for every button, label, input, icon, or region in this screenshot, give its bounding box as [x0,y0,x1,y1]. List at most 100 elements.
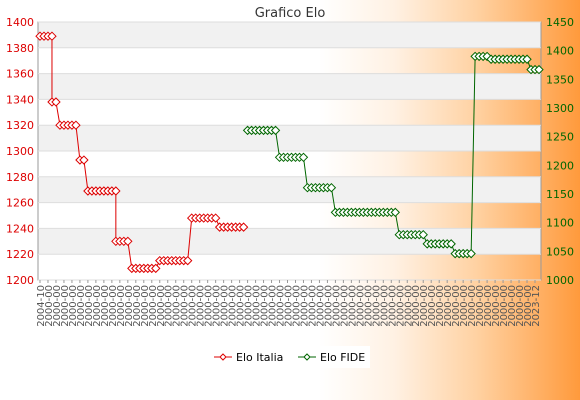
series-layer [35,31,544,274]
x-tick-label: 2000-00 [515,285,526,327]
y-right-tick-label: 1200 [546,159,574,172]
data-point [71,120,81,130]
x-tick-label: 2000-00 [188,285,199,327]
y-right-tick-label: 1400 [546,45,574,58]
x-tick-label: 2000-00 [252,285,263,327]
x-tick-label: 2000-00 [467,285,478,327]
x-tick-label: 2000-00 [315,285,326,327]
x-tick-label: 2000-00 [451,285,462,327]
data-point [298,152,309,163]
x-tick-label: 2000-00 [76,285,87,327]
legend-italia-label[interactable]: Elo Italia [236,351,283,364]
x-tick-label: 2000-00 [379,285,390,327]
data-point [534,64,544,75]
y-axis-left: 1200 1220 1240 1260 1280 1300 1320 1340 1360 1380… [6,16,34,287]
x-tick-label: 2000-00 [491,285,502,327]
x-tick-label: 2000-00 [371,285,382,327]
data-point [111,186,121,196]
y-left-tick-label: 1220 [6,248,34,261]
data-point [418,229,428,240]
x-tick-label: 2000-00 [483,285,494,327]
x-axis: 2004-102000-002000-002000-002000-002000-… [36,280,542,327]
x-tick-label: 2000-00 [276,285,287,327]
y-right-tick-label: 1350 [546,73,574,86]
x-tick-label: 2000-00 [403,285,414,327]
x-tick-label: 2000-00 [116,285,127,327]
x-tick-label: 2000-00 [68,285,79,327]
data-point [210,213,221,223]
grid-band [38,73,541,100]
x-tick-label: 2000-00 [60,285,71,327]
y-right-tick-label: 1250 [546,131,574,144]
y-left-tick-label: 1320 [6,119,34,132]
x-tick-label: 2000-00 [475,285,486,327]
data-point [326,182,337,193]
x-tick-label: 2000-00 [355,285,366,327]
x-tick-label: 2000-00 [523,285,534,327]
x-tick-label: 2000-00 [387,285,398,327]
x-tick-label: 2000-00 [443,285,454,327]
data-point [446,239,456,249]
y-left-tick-label: 1200 [6,274,34,287]
x-tick-label: 2000-00 [52,285,63,327]
y-right-tick-label: 1050 [546,245,574,258]
legend-fide-marker [303,353,311,361]
y-right-tick-label: 1100 [546,217,574,230]
x-tick-label: 2000-00 [220,285,231,327]
x-tick-label: 2000-00 [499,285,510,327]
data-point [522,54,532,64]
data-point [79,155,89,165]
y-right-tick-label: 1150 [546,188,574,201]
x-tick-label: 2000-00 [284,285,295,327]
y-left-tick-label: 1260 [6,197,34,210]
y-left-tick-label: 1360 [6,68,34,81]
y-left-tick-label: 1400 [6,16,34,29]
data-point [182,255,193,266]
legend-fide-label[interactable]: Elo FIDE [320,351,365,364]
x-tick-label: 2000-00 [307,285,318,327]
y-right-tick-label: 1300 [546,102,574,115]
data-point [51,97,61,107]
x-tick-label: 2000-00 [84,285,95,327]
x-tick-label: 2000-00 [323,285,334,327]
y-left-tick-label: 1380 [6,42,34,55]
x-tick-label: 2000-00 [331,285,342,327]
x-tick-label: 2000-00 [339,285,350,327]
data-point [390,207,400,218]
x-tick-label: 2004-10 [36,285,47,327]
x-tick-label: 2000-00 [260,285,271,327]
x-tick-label: 2000-00 [411,285,422,327]
y-left-tick-label: 1280 [6,171,34,184]
plot-area [37,21,542,281]
x-tick-label: 2000-00 [212,285,223,327]
x-tick-label: 2000-00 [180,285,191,327]
x-tick-label: 2000-00 [427,285,438,327]
x-tick-label: 2023-12 [531,285,542,327]
series-elo-fide [242,51,544,259]
x-tick-label: 2000-00 [507,285,518,327]
y-axis-right: 1000 1050 1100 1150 1200 1250 1300 1350 1400 1450 [546,16,574,287]
data-point [47,31,57,41]
x-tick-label: 2000-00 [435,285,446,327]
x-tick-label: 2000-00 [132,285,143,327]
x-tick-label: 2000-00 [140,285,151,327]
grid-band [38,125,541,151]
legend[interactable]: Elo Italia Elo FIDE [210,346,370,368]
x-tick-label: 2000-00 [196,285,207,327]
legend-box [210,346,370,368]
y-right-tick-label: 1450 [546,16,574,29]
data-point [123,236,133,247]
data-point [238,222,249,232]
grid-band [38,176,541,203]
x-tick-label: 2000-00 [363,285,374,327]
x-tick-label: 2000-00 [236,285,247,327]
x-tick-label: 2000-00 [172,285,183,327]
x-tick-label: 2000-00 [124,285,135,327]
chart-title: Grafico Elo [255,6,326,21]
y-left-tick-label: 1300 [6,145,34,158]
x-tick-label: 2000-00 [156,285,167,327]
x-tick-label: 2000-00 [100,285,111,327]
series-elo-italia [35,31,249,274]
x-tick-label: 2000-00 [44,285,55,327]
